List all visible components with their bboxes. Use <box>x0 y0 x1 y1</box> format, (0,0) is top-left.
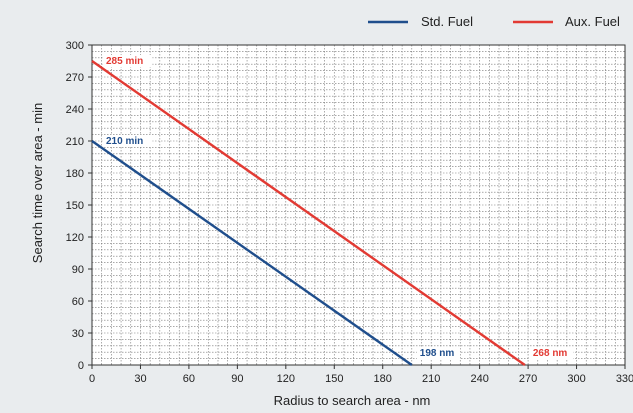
x-tick-label: 210 <box>422 373 440 385</box>
y-tick-label: 210 <box>66 136 84 148</box>
data-series <box>91 60 526 366</box>
annotation-label: 285 min <box>106 56 143 67</box>
x-tick-label: 0 <box>89 373 95 385</box>
std-fuel-line <box>91 140 413 366</box>
x-tick-label: 60 <box>183 373 195 385</box>
y-tick-label: 240 <box>66 104 84 116</box>
annotation-background <box>103 55 153 67</box>
annotation-label: 210 min <box>106 136 143 147</box>
annotations: 210 min 285 min 198 nm 268 nm <box>103 55 574 359</box>
x-tick-label: 300 <box>567 373 585 385</box>
aux-fuel-line <box>91 60 526 366</box>
chart-grid <box>92 45 625 365</box>
x-axis-label: Radius to search area - nm <box>274 393 431 408</box>
y-tick-label: 120 <box>66 232 84 244</box>
y-tick-label: 60 <box>72 296 84 308</box>
x-tick-label: 120 <box>277 373 295 385</box>
y-tick-label: 30 <box>72 328 84 340</box>
annotation-label: 268 nm <box>533 348 568 359</box>
x-tick-label: 240 <box>470 373 488 385</box>
x-tick-label: 30 <box>134 373 146 385</box>
x-tick-label: 90 <box>231 373 243 385</box>
y-tick-label: 180 <box>66 168 84 180</box>
x-tick-label: 180 <box>374 373 392 385</box>
x-tick-label: 150 <box>325 373 343 385</box>
y-tick-label: 300 <box>66 40 84 52</box>
legend-label: Std. Fuel <box>421 14 473 29</box>
y-tick-label: 90 <box>72 264 84 276</box>
annotation-label: 198 nm <box>420 348 455 359</box>
y-tick-label: 0 <box>78 360 84 372</box>
annotation-background <box>416 347 460 359</box>
annotation-background <box>103 135 153 147</box>
annotation-background <box>529 347 574 359</box>
chart-legend: Std. Fuel Aux. Fuel <box>368 14 620 29</box>
y-axis-label: Search time over area - min <box>30 103 45 263</box>
y-tick-label: 270 <box>66 72 84 84</box>
tick-labels: 0 30 60 90 120 150 180 210 240 270 300 330 0 30 60 90 12… <box>66 40 633 385</box>
x-tick-label: 270 <box>519 373 537 385</box>
y-tick-label: 150 <box>66 200 84 212</box>
x-tick-label: 330 <box>616 373 633 385</box>
legend-label: Aux. Fuel <box>565 14 620 29</box>
